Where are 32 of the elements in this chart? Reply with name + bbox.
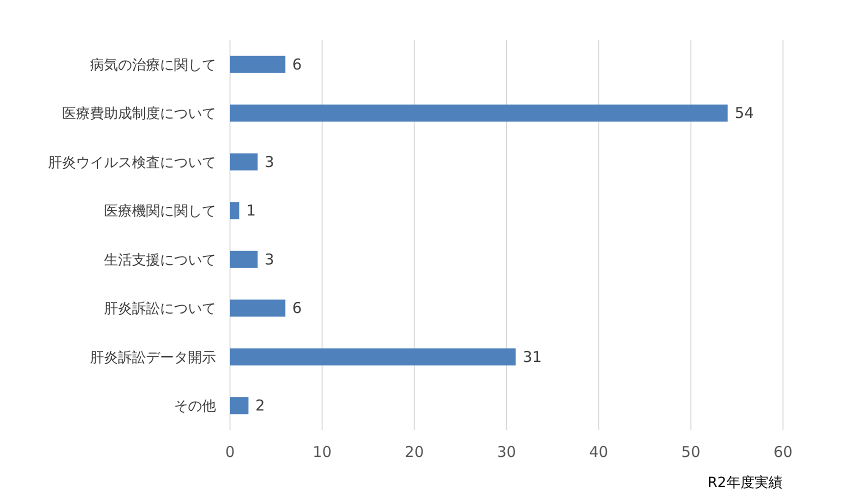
data-label: 3 (264, 152, 274, 171)
bar (230, 397, 248, 414)
x-tick-label: 0 (225, 443, 235, 461)
x-tick-label: 60 (773, 443, 793, 461)
y-tick-label: 病気の治療に関して (90, 57, 216, 74)
bar (230, 104, 728, 122)
data-label: 1 (246, 202, 256, 220)
x-tick-label: 20 (404, 443, 424, 461)
bar (230, 250, 258, 268)
y-tick-label: 生活支援について (104, 252, 216, 268)
x-tick-label: 30 (496, 443, 516, 461)
data-label: 6 (292, 55, 302, 74)
x-axis-title: R2年度実績 (708, 475, 782, 491)
data-label: 31 (522, 348, 542, 366)
data-label: 2 (255, 396, 265, 415)
y-tick-label: 肝炎ウイルス検査について (48, 154, 216, 171)
y-tick-label: 肝炎訴訟について (104, 301, 216, 318)
x-tick-label: 50 (681, 443, 700, 461)
bar (230, 202, 240, 220)
y-tick-label: その他 (174, 398, 216, 415)
x-tick-label: 10 (312, 443, 332, 461)
bar (230, 300, 286, 317)
data-label: 54 (734, 104, 754, 122)
x-tick-label: 40 (589, 443, 608, 461)
y-tick-label: 医療機関に関して (104, 204, 216, 220)
bar (230, 56, 286, 73)
data-label: 3 (264, 250, 274, 268)
y-tick-label: 肝炎訴訟データ開示 (90, 350, 216, 366)
bar (230, 153, 258, 170)
y-tick-label: 医療費助成制度について (62, 106, 216, 122)
bar (230, 348, 516, 366)
data-label: 6 (292, 299, 302, 318)
